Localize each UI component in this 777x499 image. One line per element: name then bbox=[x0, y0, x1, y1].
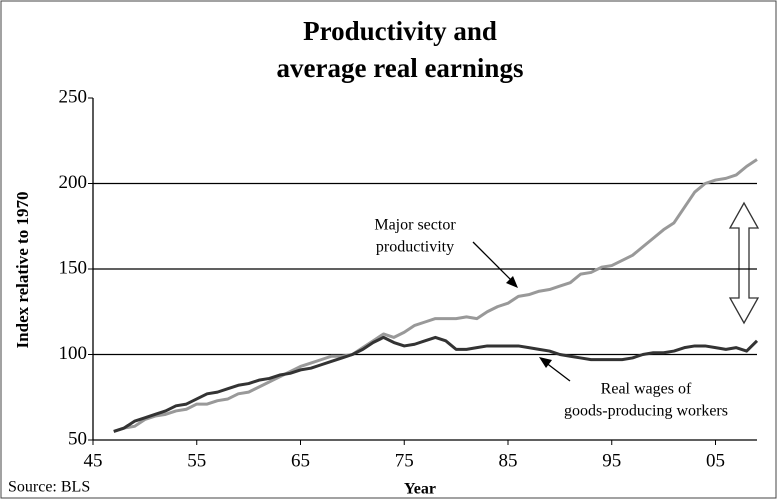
annotation: Major sector bbox=[374, 217, 456, 234]
chart-title: average real earnings bbox=[277, 53, 524, 83]
y-tick-label: 200 bbox=[59, 172, 88, 193]
annotation: goods-producing workers bbox=[564, 403, 728, 420]
x-tick-label: 85 bbox=[499, 450, 518, 471]
y-tick-label: 250 bbox=[59, 86, 88, 107]
y-axis-label: Index relative to 1970 bbox=[13, 192, 32, 349]
x-axis-label: Year bbox=[404, 481, 436, 498]
source: Source: BLS bbox=[8, 479, 90, 496]
x-tick-label: 55 bbox=[187, 450, 206, 471]
x-tick-label: 95 bbox=[602, 450, 621, 471]
y-tick-label: 50 bbox=[68, 428, 87, 449]
x-tick-label: 45 bbox=[84, 450, 103, 471]
x-tick-label: 75 bbox=[395, 450, 414, 471]
annotation: Real wages of bbox=[601, 381, 692, 398]
x-tick-label: 05 bbox=[706, 450, 725, 471]
annotation: productivity bbox=[376, 239, 454, 256]
series-line bbox=[113, 335, 759, 433]
chart-title: Productivity and bbox=[303, 16, 497, 46]
range-arrow bbox=[728, 201, 760, 325]
x-tick-label: 65 bbox=[291, 450, 310, 471]
series-line bbox=[113, 158, 758, 433]
y-tick-label: 100 bbox=[59, 343, 88, 364]
annotation-arrow bbox=[472, 241, 571, 382]
y-tick-label: 150 bbox=[59, 257, 88, 278]
